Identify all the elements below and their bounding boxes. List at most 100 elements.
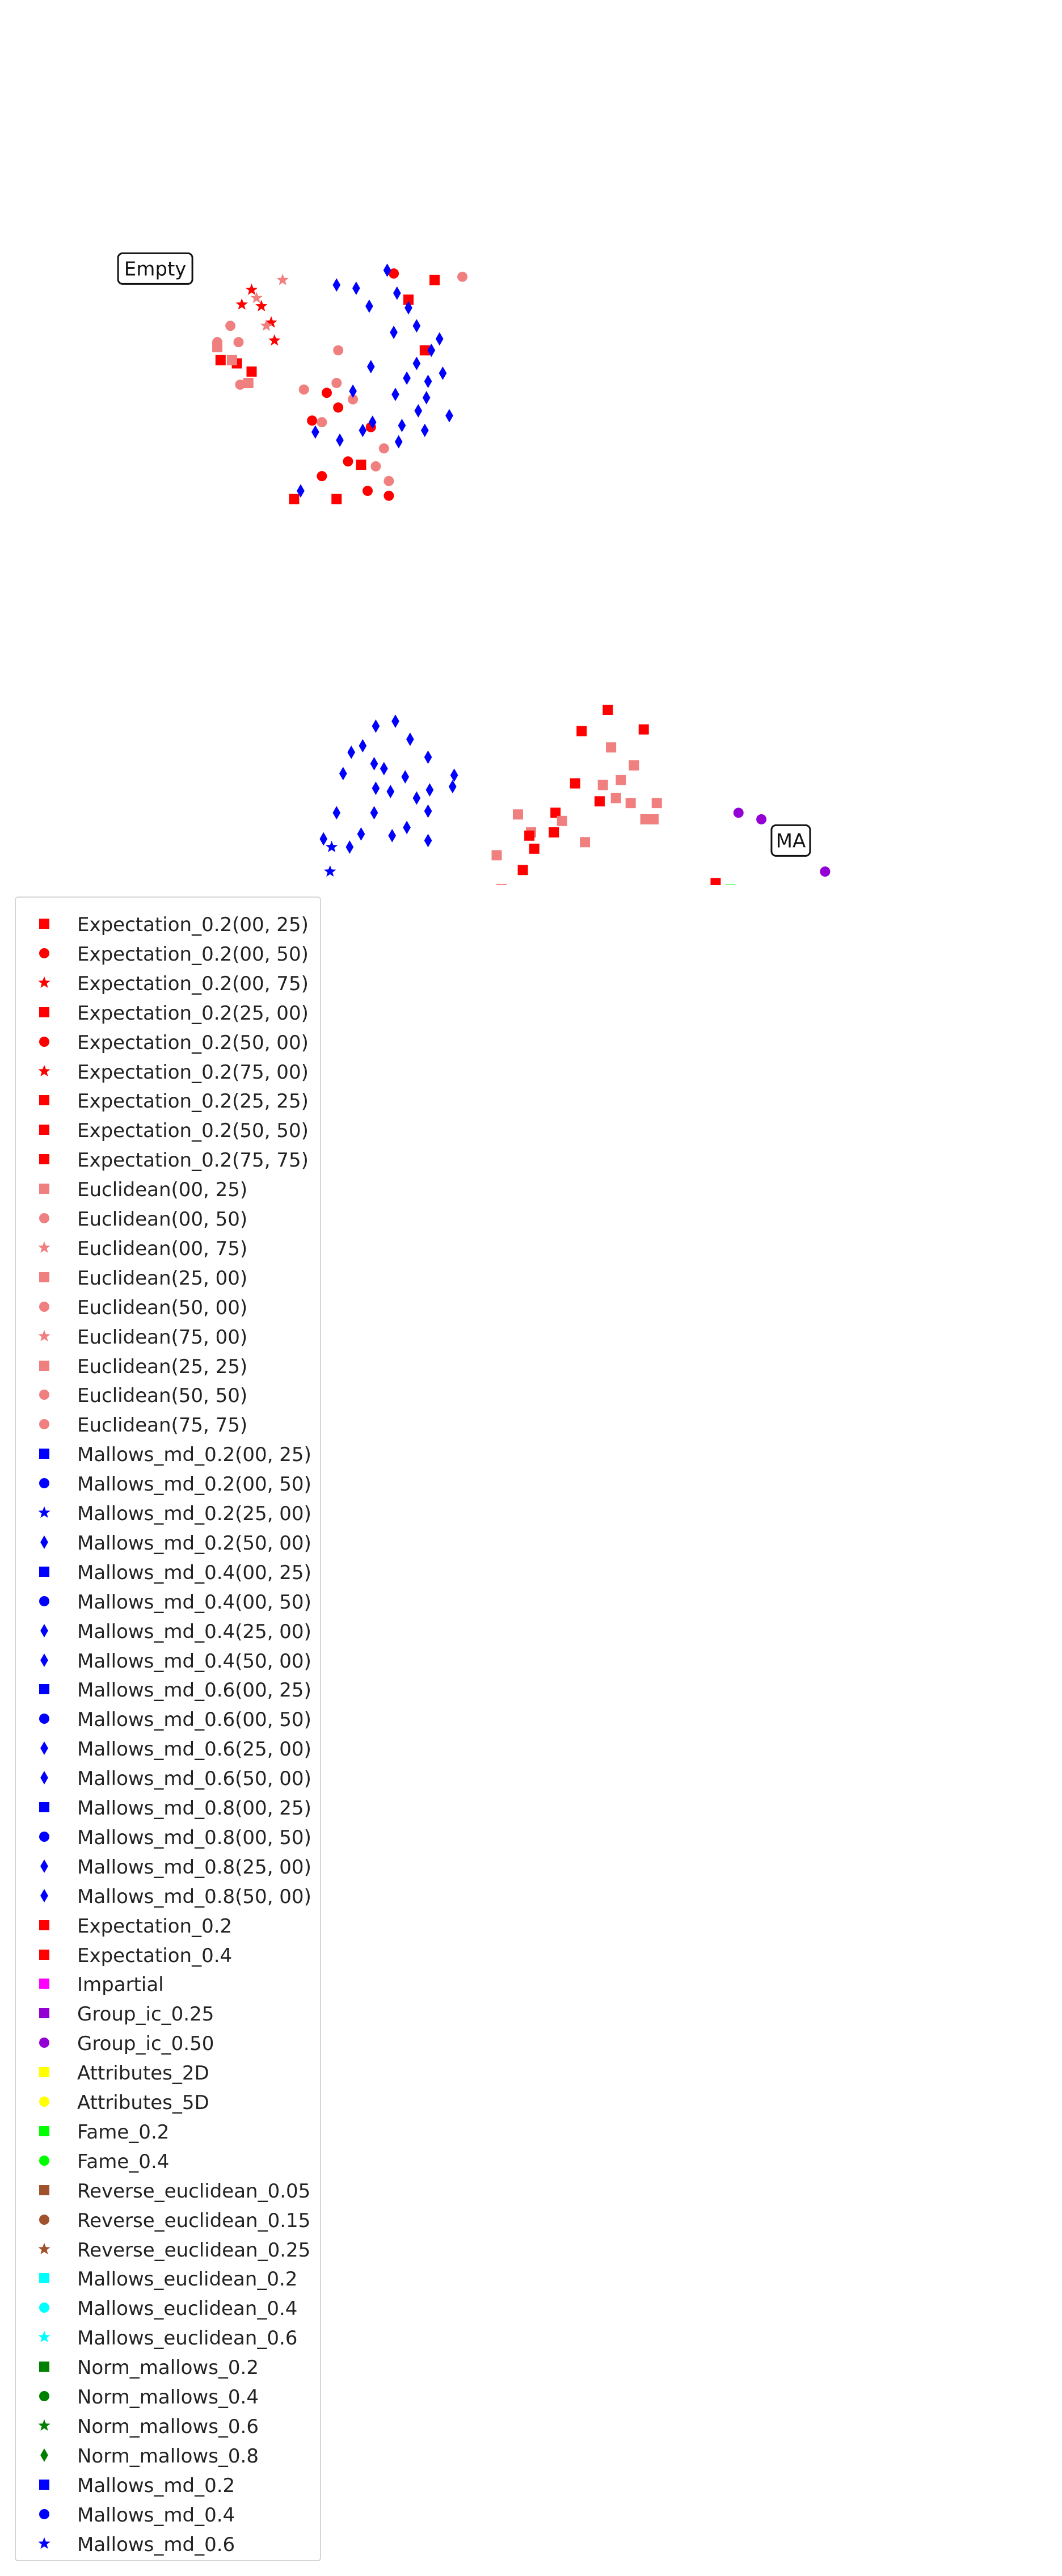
legend-marker-shape-34 (39, 1920, 49, 1930)
point-s16-p2 (384, 475, 394, 486)
point-s1-p2 (389, 268, 399, 279)
legend-label: Expectation_0.2(75, 00) (77, 1060, 309, 1084)
legend-item-51: Norm_mallows_0.6 (16, 2411, 322, 2440)
point-s10-p3 (317, 417, 327, 428)
legend-marker-37 (39, 2008, 49, 2019)
point-s32-p0 (401, 770, 410, 784)
legend-marker-shape-11 (38, 1241, 50, 1253)
point-s11-p1 (250, 292, 263, 304)
legend-marker-shape-24 (40, 1623, 48, 1638)
legend-label: Group_ic_0.25 (77, 2003, 214, 2026)
scatter-map: EmptyMACHIDTiesMD (117, 252, 831, 885)
legend-label: Mallows_md_0.2(00, 50) (77, 1473, 311, 1496)
point-s21-p2 (365, 299, 373, 313)
legend-item-2: Expectation_0.2(00, 75) (16, 968, 322, 997)
point-s6-p2 (576, 726, 587, 736)
legend-marker-shape-15 (39, 1360, 49, 1371)
point-s4-p2 (333, 402, 344, 413)
point-s24-p5 (439, 366, 447, 380)
point-s3-p6 (529, 843, 540, 854)
point-s21-p3 (383, 263, 391, 277)
annotation-box-1 (770, 824, 811, 857)
point-s33-p2 (339, 767, 347, 781)
legend-marker-shape-9 (39, 1184, 49, 1194)
point-s1-p1 (307, 415, 318, 426)
point-s13-p3 (370, 461, 381, 472)
legend-label: Mallows_md_0.8(25, 00) (77, 1855, 311, 1879)
legend-item-25: Mallows_md_0.4(50, 00) (16, 1645, 322, 1675)
legend-marker-10 (39, 1213, 49, 1223)
legend-label: Expectation_0.2(25, 25) (77, 1090, 309, 1113)
legend-item-37: Group_ic_0.25 (16, 1998, 322, 2028)
legend-label: Mallows_md_0.8(00, 25) (77, 1797, 311, 1820)
legend-label: Norm_mallows_0.4 (77, 2386, 259, 2409)
legend-item-39: Attributes_2D (16, 2057, 322, 2087)
legend-marker-shape-7 (39, 1125, 49, 1135)
legend-label: Mallows_md_0.6 (77, 2533, 235, 2556)
legend-marker-36 (39, 1979, 49, 1989)
legend-item-5: Expectation_0.2(75, 00) (16, 1057, 322, 1086)
legend-item-8: Expectation_0.2(75, 75) (16, 1144, 322, 1174)
point-s38-p1 (756, 814, 767, 824)
point-s25-p0 (311, 425, 319, 439)
legend-item-32: Mallows_md_0.8(25, 00) (16, 1851, 322, 1881)
legend-item-4: Expectation_0.2(50, 00) (16, 1027, 322, 1057)
legend-item-21: Mallows_md_0.2(50, 00) (16, 1527, 322, 1557)
legend-item-18: Mallows_md_0.2(00, 25) (16, 1439, 322, 1468)
legend-label: Mallows_md_0.6(00, 25) (77, 1679, 311, 1702)
legend-marker-shape-48 (38, 2330, 50, 2343)
legend-label: Expectation_0.2(25, 00) (77, 1001, 309, 1025)
legend-label: Group_ic_0.50 (77, 2032, 214, 2056)
point-s15-p0 (629, 760, 639, 771)
legend-item-28: Mallows_md_0.6(25, 00) (16, 1733, 322, 1763)
point-s29-p3 (424, 834, 432, 848)
legend-marker-9 (39, 1184, 49, 1194)
point-s28-p3 (424, 804, 432, 818)
point-s25-p4 (414, 404, 423, 418)
point-s9-p8 (625, 798, 636, 809)
legend-marker-18 (39, 1449, 49, 1459)
legend-marker-52 (40, 2448, 48, 2462)
legend-marker-51 (38, 2419, 50, 2431)
point-s29-p2 (403, 820, 411, 835)
point-s3-p2 (419, 345, 430, 356)
point-s24-p2 (412, 356, 421, 371)
point-s12-p7 (651, 798, 662, 809)
point-s38-p4 (820, 866, 831, 877)
legend-item-3: Expectation_0.2(25, 00) (16, 997, 322, 1027)
legend-marker-23 (39, 1596, 49, 1606)
legend-marker-50 (39, 2391, 49, 2401)
point-s2-p1 (265, 316, 277, 328)
legend-marker-shape-47 (39, 2303, 49, 2313)
legend-marker-shape-4 (39, 1036, 49, 1047)
legend-label: Euclidean(75, 75) (77, 1414, 248, 1437)
legend-item-36: Impartial (16, 1969, 322, 1998)
legend-marker-shape-6 (39, 1095, 49, 1106)
point-s24-p7 (445, 409, 453, 423)
legend-item-41: Fame_0.2 (16, 2116, 322, 2146)
legend-item-12: Euclidean(25, 00) (16, 1262, 322, 1292)
legend-label: Norm_mallows_0.8 (77, 2444, 259, 2468)
legend-label: Mallows_md_0.4(50, 00) (77, 1649, 311, 1673)
legend-item-17: Euclidean(75, 75) (16, 1409, 322, 1439)
point-s9-p2 (243, 378, 254, 388)
legend-marker-shape-35 (39, 1949, 49, 1960)
legend-label: Mallows_euclidean_0.6 (77, 2327, 298, 2350)
point-s10-p2 (235, 379, 246, 390)
legend-label: Attributes_2D (77, 2062, 209, 2085)
point-s6-p3 (594, 796, 605, 807)
legend-label: Euclidean(50, 00) (77, 1296, 248, 1319)
point-s24-p8 (394, 435, 403, 449)
legend-marker-21 (40, 1535, 48, 1549)
legend-label: Reverse_euclidean_0.15 (77, 2209, 311, 2232)
legend-marker-1 (39, 948, 49, 958)
point-s3-p8 (570, 778, 580, 789)
legend-marker-shape-5 (38, 1064, 50, 1076)
legend-marker-8 (39, 1154, 49, 1165)
point-s24-p4 (349, 384, 357, 398)
legend-marker-46 (39, 2273, 49, 2284)
point-s10-p0 (212, 337, 223, 347)
points-layer (212, 263, 831, 885)
legend-marker-22 (39, 1566, 49, 1577)
legend-marker-shape-43 (39, 2184, 49, 2195)
